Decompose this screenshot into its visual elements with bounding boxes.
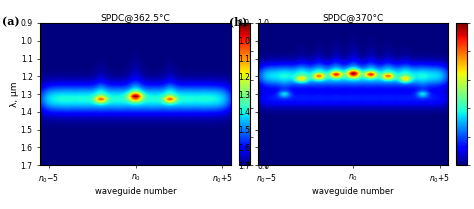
X-axis label: waveguide number: waveguide number — [95, 187, 176, 196]
Text: (b): (b) — [229, 16, 247, 27]
Title: SPDC@362.5°C: SPDC@362.5°C — [101, 13, 171, 22]
X-axis label: waveguide number: waveguide number — [312, 187, 394, 196]
Y-axis label: λ, μm: λ, μm — [10, 81, 19, 107]
Text: (a): (a) — [2, 16, 20, 27]
Title: SPDC@370°C: SPDC@370°C — [322, 13, 383, 22]
